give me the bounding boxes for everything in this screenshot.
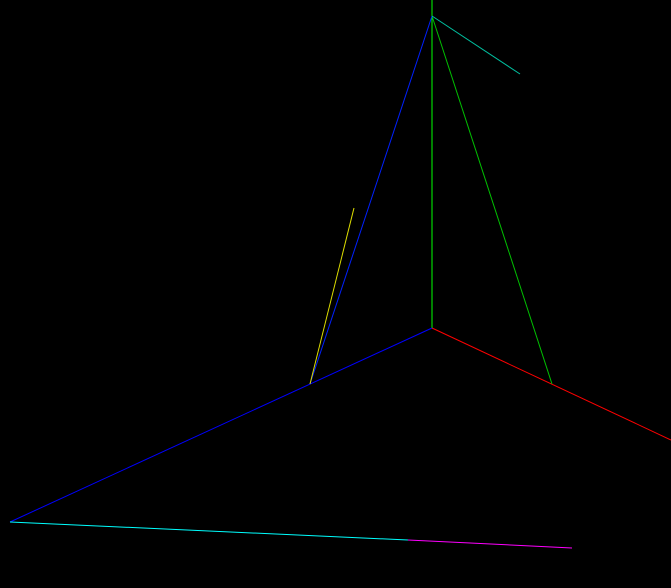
edge-yellow [310,208,354,384]
edge-cyan-bottom [10,522,408,540]
axis-z [10,328,432,522]
edge-magenta [408,540,572,548]
edge-blue-left [310,16,432,384]
wireframe-3d-diagram [0,0,671,588]
edge-green-right [432,16,552,384]
edge-cyan-top [432,16,520,74]
